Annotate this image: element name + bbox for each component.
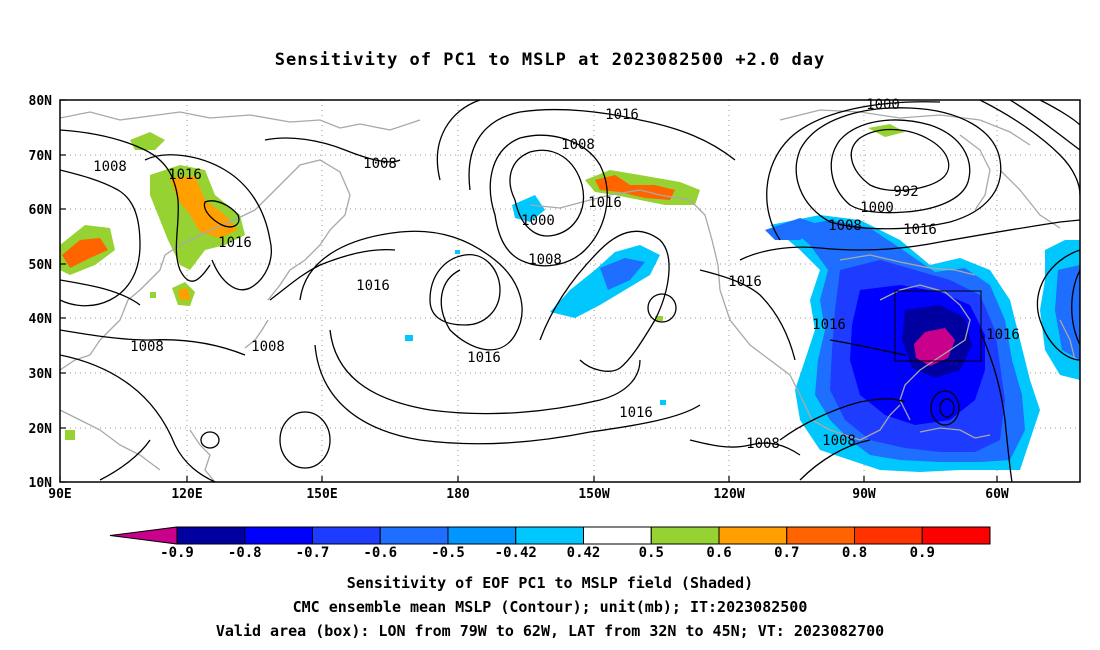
colorbar-low-end (109, 526, 178, 545)
contour-labels: 1016 1008 1008 1016 1008 1016 1000 1008 … (93, 97, 1020, 452)
caption-line-2: CMC ensemble mean MSLP (Contour); unit(m… (292, 598, 808, 616)
shade-neg-alaska (765, 218, 820, 240)
colorbar-tick-label: -0.8 (228, 545, 262, 561)
contour-label: 1000 (860, 200, 894, 216)
colorbar-tick-label: -0.9 (160, 545, 194, 561)
contour-label: 1000 (866, 97, 900, 113)
contour-label: 1008 (363, 156, 397, 172)
contour-label: 1008 (746, 436, 780, 452)
contour-label: 1000 (521, 213, 555, 229)
contour-label: 1008 (93, 159, 127, 175)
sensitivity-shading (60, 124, 1080, 472)
colorbar-segment (583, 526, 652, 545)
lat-label: 50N (29, 258, 53, 273)
lon-label: 90E (48, 487, 71, 502)
lat-label: 70N (29, 149, 53, 164)
contour-label: 1008 (528, 252, 562, 268)
contour-label: 1008 (251, 339, 285, 355)
colorbar-tick-label: 0.7 (774, 545, 799, 561)
colorbar-tick-label: 0.6 (706, 545, 731, 561)
colorbar-segment (312, 526, 381, 545)
shade-neg-core (914, 328, 955, 366)
lon-label: 180 (446, 487, 470, 502)
mslp-contours (60, 100, 1080, 482)
map-title: Sensitivity of PC1 to MSLP at 2023082500… (274, 50, 826, 70)
shade-pos-asia2-org (62, 238, 108, 268)
colorbar-segment (854, 526, 923, 545)
contour-label: 1016 (986, 327, 1020, 343)
lat-label: 30N (29, 367, 53, 382)
colorbar-segment (447, 526, 517, 545)
lat-label: 60N (29, 203, 53, 218)
contour-label: 1016 (168, 167, 202, 183)
contour-label: 1016 (467, 350, 501, 366)
contour-label: 1008 (561, 137, 595, 153)
longitude-labels: 90E 120E 150E 180 150W 120W 90W 60W (48, 487, 1009, 502)
lon-label: 90W (852, 487, 876, 502)
colorbar-tick-label: -0.42 (495, 545, 537, 561)
colorbar-segment (379, 526, 449, 545)
plot-frame (59, 99, 1081, 483)
contour-label: 1008 (130, 339, 164, 355)
caption-line-3: Valid area (box): LON from 79W to 62W, L… (215, 622, 885, 640)
contour-label: 1016 (356, 278, 390, 294)
axis-ticks (59, 99, 998, 483)
contour-label: 1016 (588, 195, 622, 211)
contour-label: 1016 (218, 235, 252, 251)
lon-label: 60W (985, 487, 1009, 502)
contour-label: 1016 (619, 405, 653, 421)
colorbar-segment (786, 526, 855, 545)
colorbar-tick-label: 0.5 (639, 545, 664, 561)
lat-label: 20N (29, 422, 53, 437)
colorbar-segment (244, 526, 313, 545)
colorbar: -0.9 -0.8 -0.7 -0.6 -0.5 -0.42 0.42 0.5 0.6 0.7 0.… (109, 526, 991, 561)
colorbar-segment (176, 526, 246, 545)
contour-label: 1016 (605, 107, 639, 123)
colorbar-tick-label: 0.8 (842, 545, 867, 561)
contour-label: 1016 (903, 222, 937, 238)
colorbar-tick-label: 0.42 (567, 545, 601, 561)
colorbar-segment (718, 526, 788, 545)
shade-pos-siberia (130, 132, 165, 150)
coastlines (60, 109, 1076, 482)
lat-label: 80N (29, 94, 53, 109)
lat-label: 40N (29, 312, 53, 327)
colorbar-segment (515, 526, 584, 545)
shade-pos-arctic (868, 124, 905, 137)
contour-label: 992 (893, 184, 918, 200)
colorbar-tick-label: -0.7 (296, 545, 330, 561)
shade-neg-pacific2 (600, 258, 645, 290)
lon-label: 150W (578, 487, 609, 502)
contour-label: 1008 (822, 433, 856, 449)
valid-area-box (894, 290, 982, 362)
lon-label: 150E (306, 487, 337, 502)
caption-line-1: Sensitivity of EOF PC1 to MSLP field (Sh… (346, 574, 754, 592)
lon-label: 120W (713, 487, 744, 502)
colorbar-segment (921, 526, 991, 545)
shade-pos-asia3-org (178, 288, 190, 300)
latitude-labels: 80N 70N 60N 50N 40N 30N 20N 10N (29, 94, 53, 491)
colorbar-segment (650, 526, 720, 545)
lon-label: 120E (171, 487, 202, 502)
colorbar-tick-label: -0.6 (363, 545, 397, 561)
colorbar-tick-label: 0.9 (910, 545, 935, 561)
contour-label: 1016 (728, 274, 762, 290)
lat-label: 10N (29, 476, 53, 491)
colorbar-tick-label: -0.5 (431, 545, 465, 561)
contour-label: 1016 (812, 317, 846, 333)
contour-label: 1008 (828, 218, 862, 234)
